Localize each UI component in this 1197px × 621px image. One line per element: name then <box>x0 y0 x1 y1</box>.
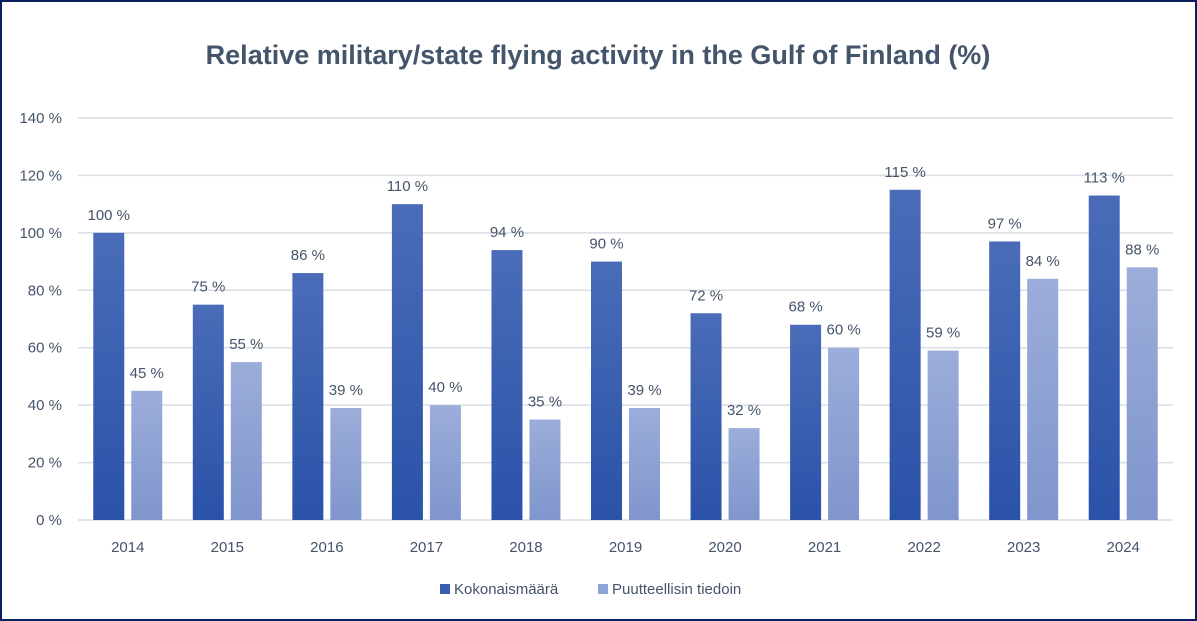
data-label: 84 % <box>1026 253 1060 270</box>
legend-swatch-puutteellisin <box>598 584 608 594</box>
x-tick-label: 2019 <box>609 539 642 556</box>
data-label: 97 % <box>988 215 1022 232</box>
bar-puutteellisin-2014 <box>131 390 163 520</box>
x-tick-label: 2014 <box>111 539 144 556</box>
bar-kokonaismaara-2014 <box>93 232 125 520</box>
data-label: 94 % <box>490 224 524 241</box>
y-tick-label: 140 % <box>19 110 62 127</box>
data-label: 40 % <box>428 379 462 396</box>
x-tick-label: 2022 <box>907 539 940 556</box>
bar-kokonaismaara-2016 <box>292 273 324 520</box>
data-label: 68 % <box>788 299 822 316</box>
data-label: 59 % <box>926 325 960 342</box>
legend: Kokonaismäärä Puutteellisin tiedoin <box>440 581 741 598</box>
legend-label-kokonaismaara: Kokonaismäärä <box>454 581 559 598</box>
bar-kokonaismaara-2024 <box>1088 195 1120 520</box>
data-label: 45 % <box>130 365 164 382</box>
data-label: 72 % <box>689 287 723 304</box>
chart-title: Relative military/state flying activity … <box>206 40 991 70</box>
bar-kokonaismaara-2020 <box>690 313 722 520</box>
y-tick-label: 40 % <box>28 397 62 414</box>
data-label: 35 % <box>528 394 562 411</box>
y-tick-label: 80 % <box>28 282 62 299</box>
y-tick-label: 20 % <box>28 455 62 472</box>
bar-puutteellisin-2023 <box>1027 278 1059 520</box>
y-tick-label: 100 % <box>19 225 62 242</box>
bar-puutteellisin-2016 <box>330 408 362 520</box>
data-label: 90 % <box>589 236 623 253</box>
data-label: 115 % <box>884 164 925 181</box>
legend-swatch-kokonaismaara <box>440 584 450 594</box>
y-tick-label: 60 % <box>28 340 62 357</box>
bar-kokonaismaara-2018 <box>491 250 523 521</box>
bar-kokonaismaara-2023 <box>989 241 1021 520</box>
bar-puutteellisin-2018 <box>529 419 561 520</box>
bar-puutteellisin-2019 <box>629 408 660 520</box>
data-label: 60 % <box>826 322 860 339</box>
x-tick-label: 2020 <box>708 539 741 556</box>
y-tick-label: 0 % <box>36 512 62 529</box>
data-label: 88 % <box>1125 241 1159 258</box>
data-label: 39 % <box>627 382 661 399</box>
bar-puutteellisin-2022 <box>927 350 959 520</box>
data-label: 100 % <box>87 207 130 224</box>
data-label: 75 % <box>191 279 225 296</box>
x-tick-label: 2016 <box>310 539 343 556</box>
bar-kokonaismaara-2022 <box>889 189 921 521</box>
x-tick-label: 2018 <box>509 539 542 556</box>
legend-label-puutteellisin: Puutteellisin tiedoin <box>612 581 741 598</box>
x-tick-label: 2017 <box>410 539 443 556</box>
x-tick-label: 2021 <box>808 539 841 556</box>
data-label: 39 % <box>329 382 363 399</box>
bar-kokonaismaara-2019 <box>591 261 622 520</box>
bar-kokonaismaara-2015 <box>192 304 224 520</box>
data-label: 86 % <box>291 247 325 264</box>
bar-kokonaismaara-2017 <box>391 204 423 520</box>
bar-kokonaismaara-2021 <box>790 324 822 520</box>
bar-puutteellisin-2021 <box>828 347 860 520</box>
data-label: 110 % <box>387 178 428 195</box>
bar-puutteellisin-2020 <box>728 428 760 520</box>
data-label: 32 % <box>727 402 761 419</box>
y-tick-label: 120 % <box>19 167 62 184</box>
x-tick-label: 2023 <box>1007 539 1040 556</box>
x-tick-label: 2024 <box>1107 539 1140 556</box>
x-tick-label: 2015 <box>211 539 244 556</box>
bar-puutteellisin-2015 <box>230 362 262 520</box>
data-label: 113 % <box>1084 170 1125 187</box>
bar-puutteellisin-2017 <box>429 405 461 520</box>
bar-puutteellisin-2024 <box>1126 267 1158 520</box>
data-label: 55 % <box>229 336 263 353</box>
